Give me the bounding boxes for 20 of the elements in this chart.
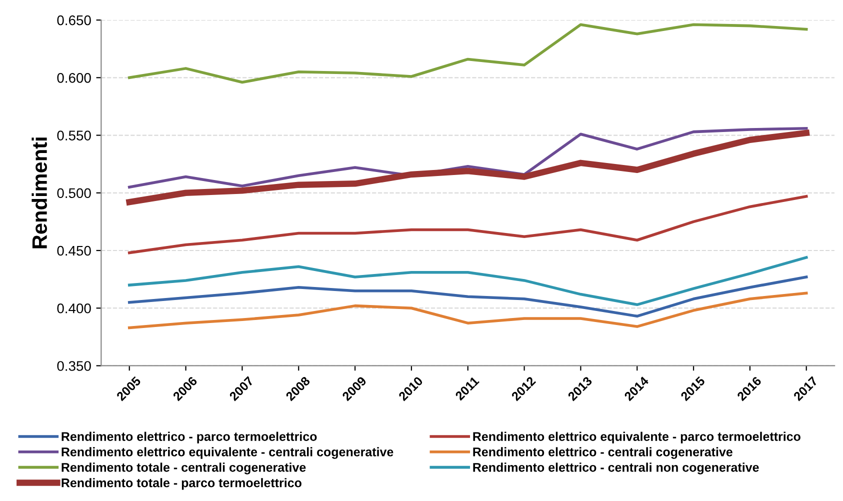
legend-label: Rendimento elettrico - parco termoelettrico <box>62 432 317 444</box>
legend-label: Rendimento elettrico - centrali cogenerative <box>473 447 732 459</box>
y-tick-label: 0.500 <box>57 188 91 198</box>
line-series <box>128 276 808 318</box>
line-series <box>128 292 808 330</box>
legend-label: Rendimento elettrico equivalente - parco termoelettrico <box>473 432 800 444</box>
legend-label: Rendimento elettrico - centrali non cogenerative <box>473 462 759 474</box>
y-tick-label: 0.600 <box>57 72 91 83</box>
y-tick-label: 0.650 <box>57 15 91 26</box>
legend-label: Rendimento elettrico equivalente - centrali cogenerative <box>62 447 394 459</box>
line-series <box>128 194 808 254</box>
legend-label: Rendimento totale - parco termoelettrico <box>62 478 302 490</box>
y-tick-label: 0.550 <box>57 130 91 140</box>
legend-label: Rendimento totale - centrali cogenerative <box>62 462 306 474</box>
y-tick-label: 0.350 <box>57 361 91 371</box>
y-tick-label: 0.400 <box>57 303 91 314</box>
y-tick-label: 0.450 <box>57 246 91 256</box>
line-series <box>128 256 808 306</box>
line-series <box>128 23 808 84</box>
y-axis-title: Rendimenti <box>32 138 48 248</box>
